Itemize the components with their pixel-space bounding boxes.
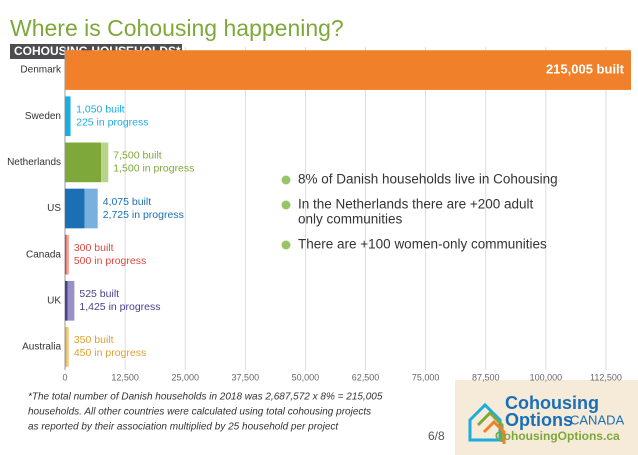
bar — [67, 280, 75, 321]
value-label: 300 built — [74, 242, 114, 254]
value-label: 7,500 built — [113, 150, 162, 162]
x-tick-label: 37,500 — [232, 372, 260, 382]
chart-title: Where is Cohousing happening? — [10, 15, 344, 41]
annotation: There are +100 women-only communities — [298, 237, 547, 252]
y-tick-label: US — [47, 203, 61, 214]
value-label: 1,500 in progress — [113, 163, 194, 175]
value-label: 1,050 built — [76, 103, 125, 115]
x-tick-label: 0 — [62, 372, 67, 382]
value-label: 225 in progress — [76, 116, 148, 128]
logo-text: Options — [505, 410, 573, 430]
footnote: as reported by their association multipl… — [28, 422, 339, 433]
x-tick-label: 25,000 — [171, 372, 199, 382]
value-label: 215,005 built — [546, 62, 625, 77]
value-label: 4,075 built — [103, 196, 152, 208]
y-tick-label: Sweden — [25, 111, 61, 122]
annotation: In the Netherlands there are +200 adult — [298, 197, 534, 212]
value-label: 500 in progress — [74, 255, 146, 267]
value-label: 350 built — [74, 334, 114, 346]
x-tick-label: 12,500 — [111, 372, 139, 382]
y-tick-label: Netherlands — [7, 157, 61, 168]
y-tick-label: Australia — [22, 342, 61, 353]
bar — [65, 280, 68, 321]
bar — [65, 96, 71, 137]
logo-icon — [468, 402, 506, 444]
logo-url: CohousingOptions.ca — [495, 429, 620, 443]
page-number: 6/8 — [428, 429, 445, 443]
x-tick-label: 62,500 — [352, 372, 380, 382]
plot-area — [65, 50, 631, 367]
value-label: 525 built — [79, 288, 119, 300]
bar — [65, 50, 631, 90]
footnote: households. All other countries were cal… — [28, 407, 371, 418]
bullet — [281, 175, 291, 185]
bar — [70, 96, 72, 137]
bar — [101, 142, 109, 183]
x-tick-label: 112,500 — [590, 372, 622, 382]
logo-text: Cohousing — [505, 393, 599, 413]
bar — [65, 234, 67, 275]
bar — [66, 327, 69, 367]
x-tick-label: 100,000 — [530, 372, 563, 382]
value-label: 2,725 in progress — [103, 209, 184, 221]
footnote: *The total number of Danish households i… — [28, 392, 383, 403]
bar — [84, 188, 98, 229]
logo-text: CANADA — [570, 412, 625, 427]
annotation: only communities — [298, 212, 403, 227]
y-tick-label: Canada — [26, 249, 61, 260]
x-tick-label: 87,500 — [472, 372, 500, 382]
y-tick-label: Denmark — [20, 65, 62, 76]
bar — [65, 327, 67, 367]
annotation: 8% of Danish households live in Cohousin… — [298, 172, 558, 187]
bullet — [281, 240, 291, 250]
value-label: 450 in progress — [74, 347, 146, 359]
bullet — [281, 200, 291, 210]
x-tick-label: 50,000 — [292, 372, 320, 382]
x-tick-label: 75,000 — [412, 372, 440, 382]
bar — [65, 142, 102, 183]
bar — [65, 188, 85, 229]
bar — [66, 234, 69, 275]
y-tick-label: UK — [47, 295, 61, 306]
value-label: 1,425 in progress — [79, 301, 160, 313]
